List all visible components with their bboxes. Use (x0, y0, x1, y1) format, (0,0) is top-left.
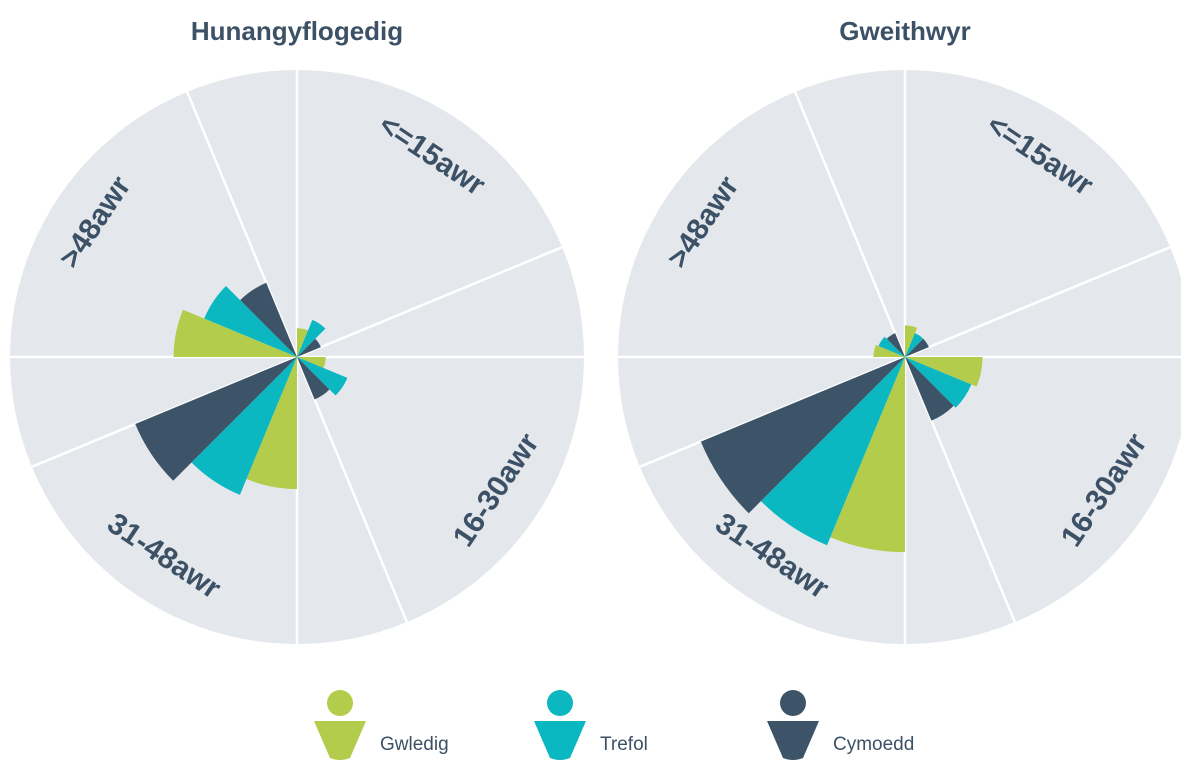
bar (873, 344, 905, 357)
sector-divider (295, 356, 408, 623)
bar (905, 357, 983, 387)
sector-divider (794, 91, 907, 358)
legend-icon-body (534, 721, 586, 760)
chart-title: Gweithwyr (839, 16, 970, 46)
bar (830, 357, 905, 553)
bar (297, 338, 321, 357)
legend-icon-head (327, 690, 353, 716)
sector-divider (904, 246, 1171, 359)
bar (297, 357, 348, 396)
chart-title: Hunangyflogedig (191, 16, 403, 46)
bar (246, 357, 297, 490)
bar (878, 336, 905, 357)
bar (191, 357, 297, 495)
legend-label: Trefol (600, 734, 648, 755)
bar (905, 357, 972, 408)
sector-divider (296, 246, 563, 359)
bar (204, 285, 297, 357)
bar (297, 319, 326, 357)
legend-icon-head (547, 690, 573, 716)
legend-label: Cymoedd (833, 734, 914, 755)
bar (905, 357, 954, 421)
bar (905, 338, 929, 357)
sector-divider (639, 355, 906, 468)
bar (760, 357, 905, 546)
bar (297, 357, 326, 368)
legend-icon-body (314, 721, 366, 760)
bar (886, 333, 905, 357)
bar (135, 357, 297, 481)
bar (297, 357, 330, 400)
bar (905, 325, 918, 357)
legend-icon-head (780, 690, 806, 716)
bar (173, 309, 297, 357)
legend-label: Gwledig (380, 734, 449, 755)
legend-icon-body (767, 721, 819, 760)
bar (297, 328, 308, 357)
bar (905, 333, 924, 357)
bar (700, 357, 905, 514)
sector-divider (186, 91, 299, 358)
bar (240, 282, 297, 357)
